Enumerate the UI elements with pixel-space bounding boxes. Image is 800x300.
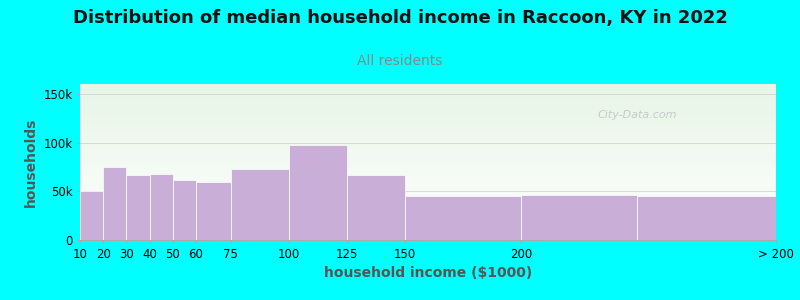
Bar [637, 196, 776, 240]
Bar [289, 146, 347, 240]
Bar [80, 191, 103, 240]
Bar [521, 195, 637, 240]
Text: City-Data.com: City-Data.com [597, 110, 677, 120]
Bar [405, 196, 521, 240]
Bar [231, 169, 289, 240]
Bar [196, 182, 231, 240]
Text: All residents: All residents [358, 54, 442, 68]
Bar [173, 179, 196, 240]
Bar [103, 167, 126, 240]
Text: Distribution of median household income in Raccoon, KY in 2022: Distribution of median household income … [73, 9, 727, 27]
X-axis label: household income ($1000): household income ($1000) [324, 266, 532, 280]
Bar [126, 175, 150, 240]
Bar [347, 175, 405, 240]
Y-axis label: households: households [24, 117, 38, 207]
Bar [150, 174, 173, 240]
